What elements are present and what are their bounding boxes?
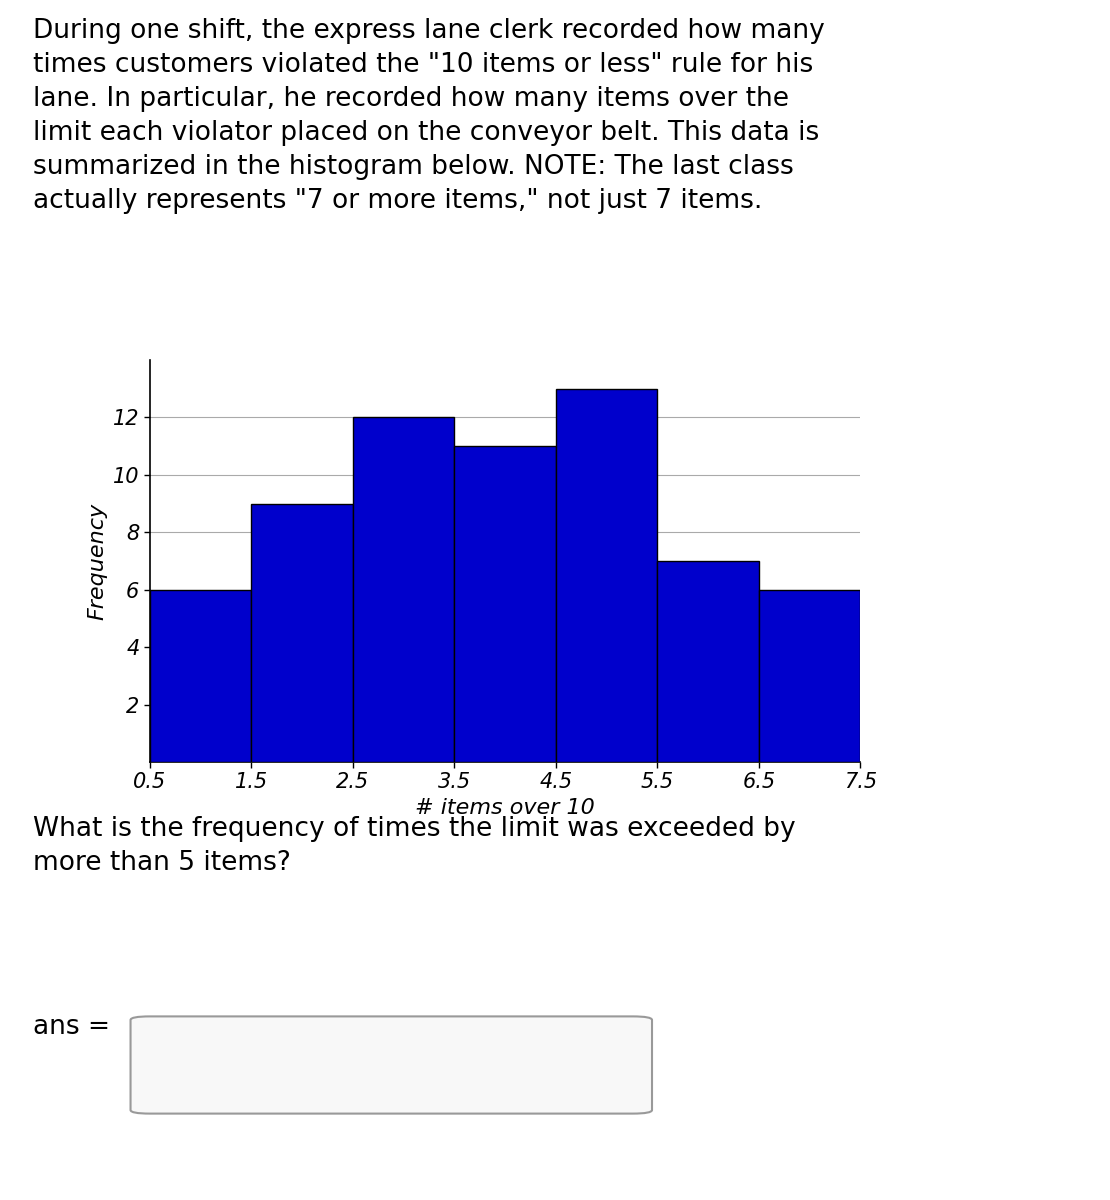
Bar bbox=[454, 446, 556, 762]
Bar bbox=[556, 389, 657, 762]
FancyBboxPatch shape bbox=[131, 1016, 652, 1114]
X-axis label: # items over 10: # items over 10 bbox=[415, 798, 595, 818]
Bar bbox=[759, 589, 860, 762]
Text: During one shift, the express lane clerk recorded how many
times customers viola: During one shift, the express lane clerk… bbox=[33, 18, 825, 214]
Y-axis label: Frequency: Frequency bbox=[88, 503, 108, 619]
Bar bbox=[657, 560, 759, 762]
Bar bbox=[251, 504, 353, 762]
Bar bbox=[150, 589, 251, 762]
Bar bbox=[353, 418, 454, 762]
Text: ans =: ans = bbox=[33, 1014, 110, 1040]
Text: What is the frequency of times the limit was exceeded by
more than 5 items?: What is the frequency of times the limit… bbox=[33, 816, 796, 876]
